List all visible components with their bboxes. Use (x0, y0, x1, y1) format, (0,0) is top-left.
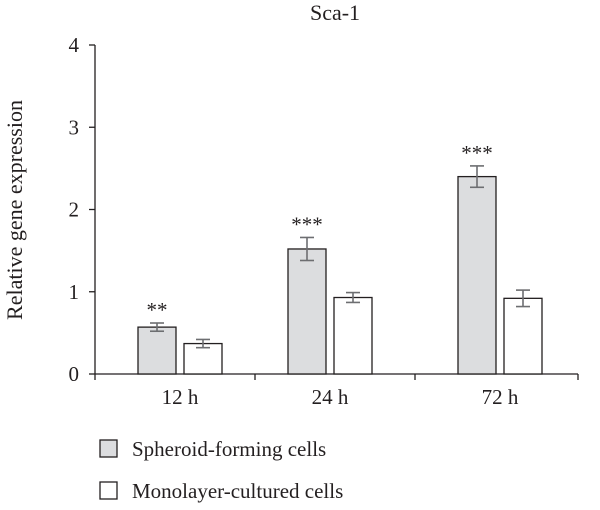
y-tick-label: 1 (69, 280, 80, 304)
bar-monolayer (333, 296, 373, 375)
significance-marker: ** (147, 298, 168, 322)
bars: ******** (137, 141, 543, 375)
bar-spheroid (137, 326, 177, 375)
bar-monolayer (183, 342, 223, 375)
y-tick-label: 3 (69, 115, 80, 139)
y-tick-label: 4 (69, 33, 80, 57)
significance-marker: *** (461, 141, 493, 165)
bar-spheroid (287, 248, 327, 375)
chart-title: Sca-1 (310, 0, 360, 25)
x-category-label: 24 h (312, 385, 349, 409)
y-tick-label: 0 (69, 362, 80, 386)
legend: Spheroid-forming cells Monolayer-cultured… (99, 437, 343, 503)
legend-swatch-monolayer (99, 481, 118, 500)
legend-label: Monolayer-cultured cells (132, 479, 343, 503)
bar-spheroid (457, 175, 497, 375)
bar-monolayer (503, 297, 543, 375)
x-category-label: 12 h (162, 385, 199, 409)
x-category-label: 72 h (482, 385, 519, 409)
y-tick-label: 2 (69, 198, 80, 222)
y-axis-label: Relative gene expression (2, 100, 27, 320)
legend-swatch-spheroid (99, 439, 118, 458)
significance-marker: *** (291, 212, 323, 236)
legend-label: Spheroid-forming cells (132, 437, 326, 461)
